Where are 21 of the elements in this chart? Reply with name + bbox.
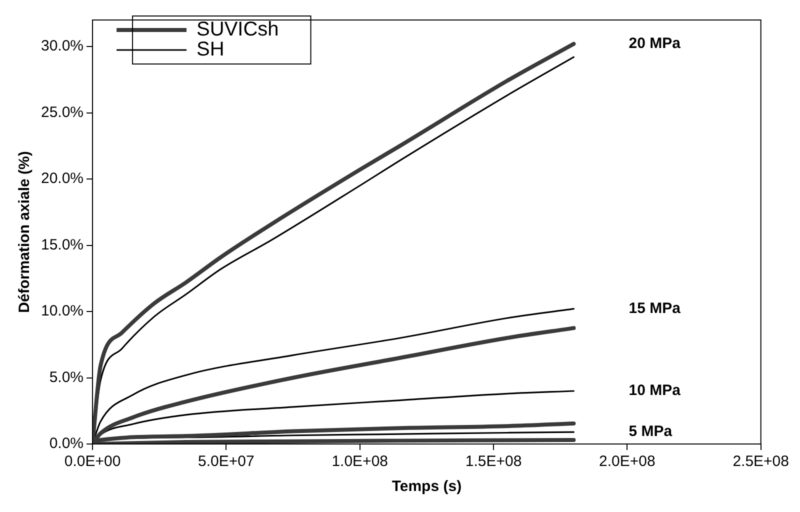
x-tick-label: 0.0E+00 <box>64 453 121 470</box>
legend-label: SUVICsh <box>196 18 279 41</box>
annotation: 20 MPa <box>628 34 682 52</box>
x-tick-label: 2.0E+08 <box>599 453 656 470</box>
y-tick-label: 20.0% <box>40 170 84 188</box>
x-axis-title: Temps (s) <box>392 478 462 496</box>
x-tick-label: 5.0E+07 <box>198 453 254 470</box>
y-tick-label: 0.0% <box>49 435 84 452</box>
annotation: 10 MPa <box>628 382 682 400</box>
legend-label: SH <box>196 38 224 61</box>
y-tick-label: 30.0% <box>40 38 84 55</box>
x-tick-label: 2.5E+08 <box>732 453 790 470</box>
y-tick-label: 10.0% <box>40 302 84 320</box>
y-axis-title: Déformation axiale (%) <box>16 151 34 313</box>
y-tick-label: 5.0% <box>49 368 84 386</box>
annotation: 15 MPa <box>628 300 682 317</box>
y-tick-label: 15.0% <box>40 236 84 254</box>
annotation: 5 MPa <box>628 423 673 440</box>
y-tick-label: 25.0% <box>40 104 84 121</box>
x-tick-label: 1.0E+08 <box>332 453 388 470</box>
x-tick-label: 1.5E+08 <box>465 453 522 470</box>
